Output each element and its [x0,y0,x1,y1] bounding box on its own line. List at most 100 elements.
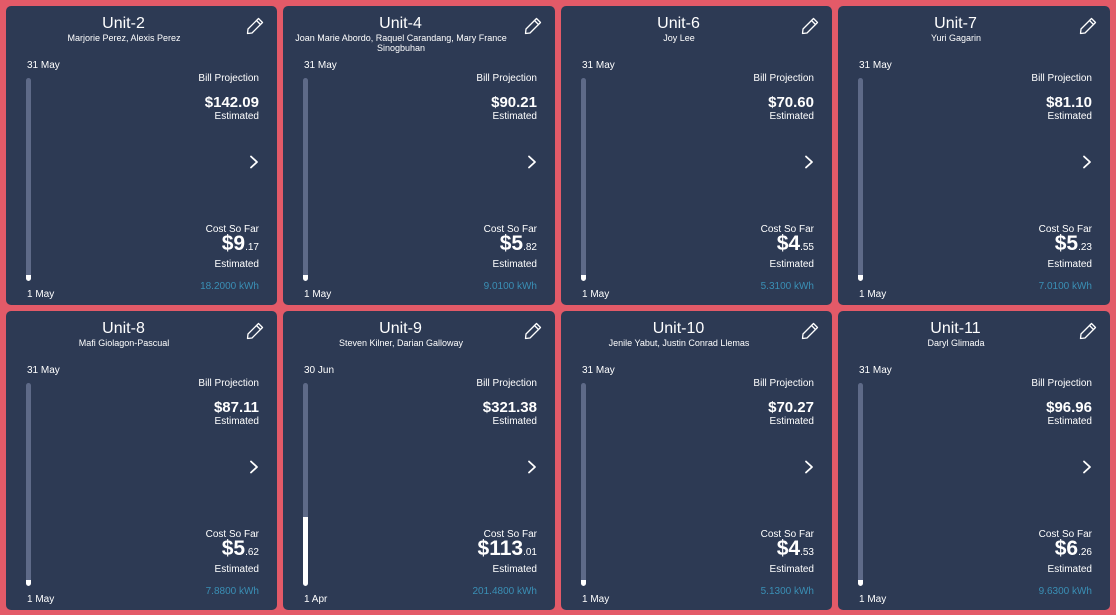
edit-unit-button[interactable] [800,16,820,36]
view-unit-details-button[interactable] [247,154,261,170]
period-end-date: 31 May [27,60,60,71]
edit-unit-button[interactable] [800,321,820,341]
energy-usage-kwh: 5.1300 kWh [760,586,814,597]
chevron-right-icon [250,460,258,474]
edit-unit-button[interactable] [245,16,265,36]
cost-so-far-dollars: $6 [1054,537,1079,560]
unit-card: Unit-9 Steven Kilner, Darian Galloway 30… [283,311,555,610]
bill-projection-estimated-label: Estimated [214,111,259,122]
cost-so-far-dollars: $4 [776,537,801,560]
unit-card: Unit-10 Jenile Yabut, Justin Conrad Llem… [561,311,832,610]
energy-usage-kwh: 7.8800 kWh [205,586,259,597]
edit-unit-button[interactable] [523,16,543,36]
energy-usage-kwh: 18.2000 kWh [200,281,259,292]
cost-so-far-label: Cost So Far [483,529,537,540]
cost-so-far-dollars: $9 [221,232,246,255]
energy-usage-kwh: 9.6300 kWh [1038,586,1092,597]
pencil-icon [1079,17,1097,35]
cost-so-far-estimated-label: Estimated [214,564,259,575]
unit-occupants: Steven Kilner, Darian Galloway [338,338,464,348]
billing-period-progress-bar [303,383,308,586]
view-unit-details-button[interactable] [247,459,261,475]
bill-projection-estimated-label: Estimated [492,416,537,427]
period-end-date: 31 May [859,365,892,376]
view-unit-details-button[interactable] [525,154,539,170]
cost-so-far-label: Cost So Far [760,224,814,235]
cost-so-far-value: $113.01 [478,537,537,561]
pencil-icon [524,322,542,340]
billing-period-progress-fill [581,274,586,281]
bill-projection-value: $142.09 [204,94,259,111]
unit-name: Unit-9 [379,320,422,337]
view-unit-details-button[interactable] [802,459,816,475]
unit-card: Unit-4 Joan Marie Abordo, Raquel Caranda… [283,6,555,305]
cost-so-far-estimated-label: Estimated [769,259,814,270]
cost-so-far-dollars: $5 [1054,232,1079,255]
cost-so-far-value: $6.26 [1055,537,1092,561]
cost-so-far-label: Cost So Far [205,224,259,235]
unit-card-grid: Unit-2 Marjorie Perez, Alexis Perez 31 M… [6,6,1111,610]
bill-projection-label: Bill Projection [1031,378,1092,389]
edit-unit-button[interactable] [1078,321,1098,341]
bill-projection-value: $70.60 [768,94,814,111]
view-unit-details-button[interactable] [1080,459,1094,475]
cost-so-far-cents: .01 [523,547,537,558]
chevron-right-icon [805,155,813,169]
cost-so-far-cents: .23 [1078,242,1092,253]
bill-projection-value: $96.96 [1046,399,1092,416]
cost-so-far-value: $4.53 [777,537,814,561]
edit-unit-button[interactable] [523,321,543,341]
unit-occupants: Joy Lee [663,33,695,43]
edit-unit-button[interactable] [1078,16,1098,36]
bill-projection-estimated-label: Estimated [769,111,814,122]
bill-projection-value: $81.10 [1046,94,1092,111]
unit-name: Unit-4 [379,15,422,32]
billing-period-progress-bar [858,78,863,281]
bill-projection-value: $87.11 [213,399,259,416]
bill-projection-label: Bill Projection [198,73,259,84]
cost-so-far-value: $5.62 [222,537,259,561]
bill-projection-value: $321.38 [482,399,537,416]
billing-period-progress-fill [303,274,308,281]
cost-so-far-label: Cost So Far [1038,529,1092,540]
view-unit-details-button[interactable] [525,459,539,475]
edit-unit-button[interactable] [245,321,265,341]
cost-so-far-dollars: $113 [477,537,524,560]
cost-so-far-value: $5.23 [1055,232,1092,256]
pencil-icon [246,322,264,340]
cost-so-far-cents: .55 [800,242,814,253]
bill-projection-label: Bill Projection [476,378,537,389]
cost-so-far-label: Cost So Far [1038,224,1092,235]
chevron-right-icon [1083,155,1091,169]
billing-period-progress-bar [26,78,31,281]
billing-period-progress-fill [858,579,863,586]
energy-usage-kwh: 9.0100 kWh [483,281,537,292]
period-end-date: 31 May [582,60,615,71]
pencil-icon [246,17,264,35]
bill-projection-estimated-label: Estimated [1047,416,1092,427]
bill-projection-estimated-label: Estimated [492,111,537,122]
view-unit-details-button[interactable] [802,154,816,170]
period-end-date: 31 May [27,365,60,376]
period-end-date: 31 May [859,60,892,71]
cost-so-far-dollars: $4 [776,232,801,255]
period-start-date: 1 May [304,289,332,300]
unit-occupants: Mafi Giolagon-Pascual [78,338,170,348]
unit-card: Unit-2 Marjorie Perez, Alexis Perez 31 M… [6,6,277,305]
pencil-icon [524,17,542,35]
period-start-date: 1 May [582,289,610,300]
period-start-date: 1 May [859,289,887,300]
chevron-right-icon [250,155,258,169]
cost-so-far-estimated-label: Estimated [1047,564,1092,575]
cost-so-far-label: Cost So Far [483,224,537,235]
period-end-date: 31 May [582,365,615,376]
unit-occupants: Yuri Gagarin [930,33,982,43]
period-start-date: 1 May [582,594,610,605]
energy-usage-kwh: 7.0100 kWh [1038,281,1092,292]
cost-so-far-label: Cost So Far [760,529,814,540]
billing-period-progress-bar [858,383,863,586]
view-unit-details-button[interactable] [1080,154,1094,170]
bill-projection-label: Bill Projection [753,378,814,389]
billing-period-progress-fill [858,274,863,281]
unit-occupants: Marjorie Perez, Alexis Perez [67,33,181,43]
